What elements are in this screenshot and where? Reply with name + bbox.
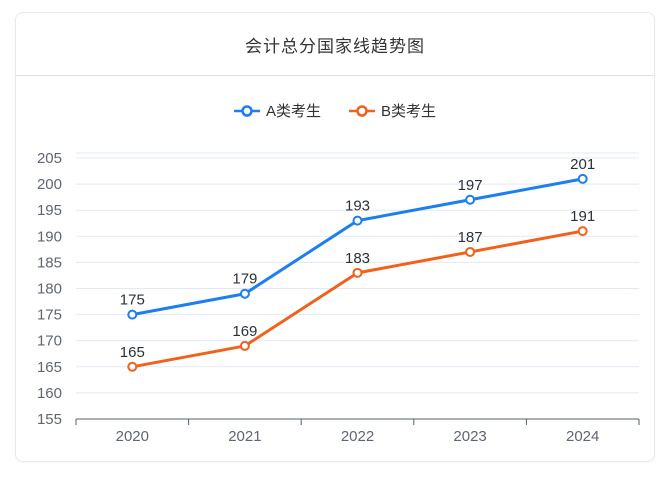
- legend-label: A类考生: [265, 103, 321, 120]
- y-axis-tick-label: 160: [37, 385, 62, 402]
- data-point-label: 191: [570, 208, 595, 225]
- data-point-label: 201: [570, 156, 595, 173]
- y-axis-tick-label: 175: [37, 307, 62, 324]
- data-point[interactable]: [239, 340, 250, 351]
- data-point-label: 183: [345, 250, 370, 267]
- chart-legend: A类考生 B类考生: [16, 100, 654, 121]
- data-point-label: 193: [345, 198, 370, 215]
- chart-area: 155 160 165 170 175 180 185 190 195 200 205 2020 202…: [16, 76, 654, 461]
- legend-item-A类考生[interactable]: A类考生: [233, 100, 321, 121]
- data-point-label: 187: [458, 229, 483, 246]
- data-point[interactable]: [127, 361, 138, 372]
- legend-item-B类考生[interactable]: B类考生: [349, 100, 436, 121]
- x-axis-tick-label: 2020: [116, 428, 149, 445]
- data-point[interactable]: [352, 267, 363, 278]
- data-point-label: 179: [232, 271, 257, 288]
- y-axis-tick-label: 200: [37, 176, 62, 193]
- x-axis-tick-label: 2022: [341, 428, 374, 445]
- chart-title: 会计总分国家线趋势图: [245, 36, 425, 56]
- y-axis-tick-label: 185: [37, 254, 62, 271]
- data-point[interactable]: [239, 288, 250, 299]
- data-point-label: 165: [120, 344, 145, 361]
- y-axis-tick-label: 195: [37, 202, 62, 219]
- data-point[interactable]: [465, 194, 476, 205]
- y-axis-tick-label: 155: [37, 411, 62, 428]
- x-axis-tick-label: 2021: [228, 428, 261, 445]
- chart-card: 会计总分国家线趋势图 155 160 165 170 175 180 185 190 195 20…: [15, 12, 655, 462]
- data-point[interactable]: [465, 246, 476, 257]
- y-axis-tick-label: 170: [37, 333, 62, 350]
- data-point-label: 169: [232, 323, 257, 340]
- line-chart: 155 160 165 170 175 180 185 190 195 200 205 2020 202…: [37, 150, 640, 445]
- legend-marker-icon: [349, 104, 375, 117]
- y-axis-tick-label: 190: [37, 228, 62, 245]
- data-point[interactable]: [352, 215, 363, 226]
- legend-marker-icon: [233, 104, 260, 117]
- card-header: 会计总分国家线趋势图: [16, 13, 654, 76]
- y-axis-tick-label: 165: [37, 359, 62, 376]
- legend-label: B类考生: [381, 103, 437, 120]
- data-point[interactable]: [577, 173, 588, 184]
- data-point[interactable]: [127, 309, 138, 320]
- x-axis-tick-label: 2024: [566, 428, 599, 445]
- data-point-label: 197: [458, 177, 483, 194]
- data-point-label: 175: [120, 292, 145, 309]
- y-axis-tick-label: 180: [37, 281, 62, 298]
- data-point[interactable]: [577, 226, 588, 237]
- x-axis-tick-label: 2023: [453, 428, 486, 445]
- y-axis-tick-label: 205: [37, 150, 62, 167]
